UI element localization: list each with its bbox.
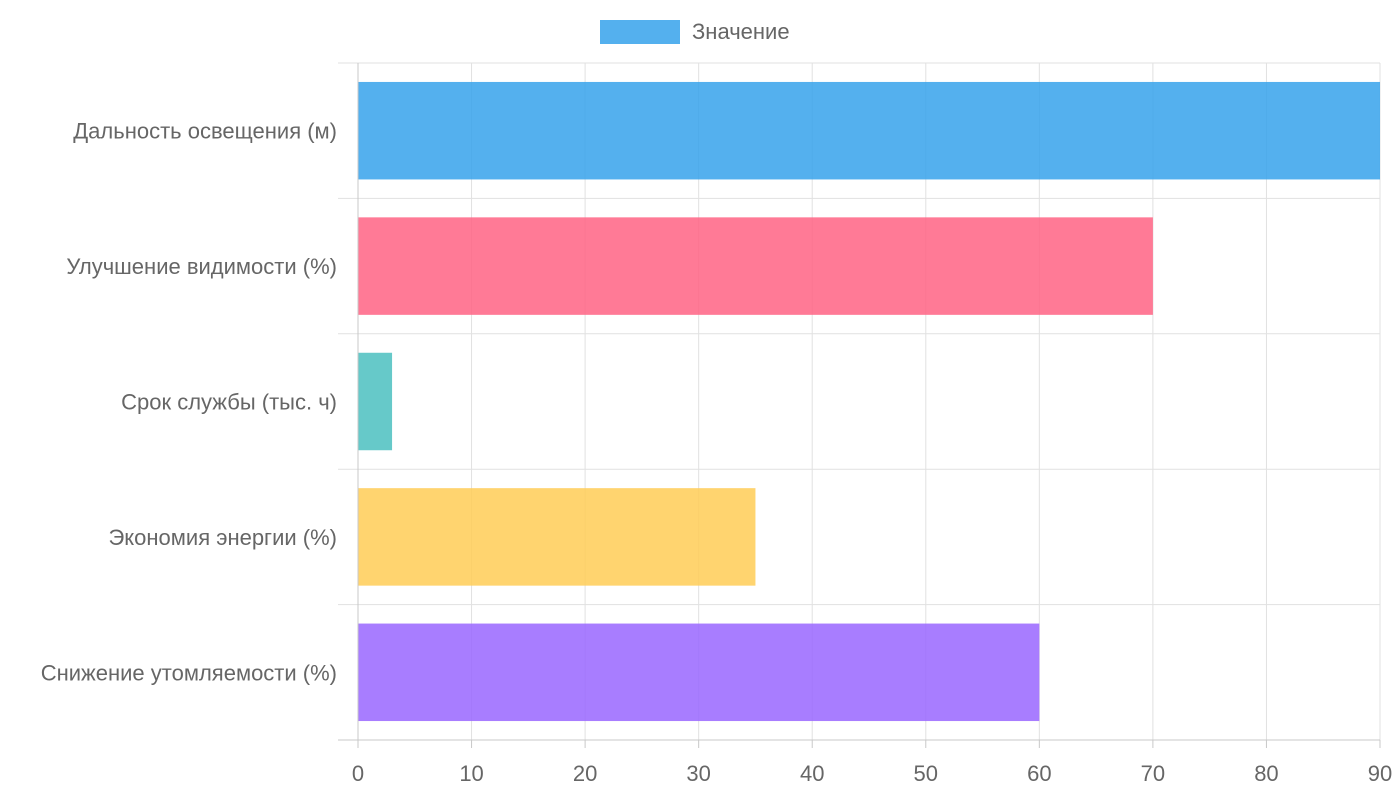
bar[interactable] [358,217,1153,315]
x-tick-label: 40 [800,761,824,786]
legend-label[interactable]: Значение [692,19,790,44]
bar[interactable] [358,488,756,586]
x-tick-label: 70 [1141,761,1165,786]
bar[interactable] [358,623,1040,722]
category-label: Дальность освещения (м) [73,119,337,144]
axis-layer: 0 10 20 30 40 50 60 70 80 90 Дальность освещения (… [41,63,1392,786]
x-tick-label: 10 [459,761,483,786]
category-label: Снижение утомляемости (%) [41,660,337,685]
x-tick-label: 80 [1254,761,1278,786]
bar[interactable] [358,81,1380,180]
category-label: Срок службы (тыс. ч) [121,390,337,415]
x-tick-label: 50 [914,761,938,786]
x-tick-label: 0 [352,761,364,786]
x-tick-label: 30 [686,761,710,786]
legend[interactable]: Значение [600,19,790,44]
bars-layer [358,81,1380,722]
category-label: Экономия энергии (%) [108,525,337,550]
x-tick-label: 90 [1368,761,1392,786]
x-tick-label: 60 [1027,761,1051,786]
bar[interactable] [358,352,393,451]
legend-swatch[interactable] [600,20,680,44]
category-label: Улучшение видимости (%) [66,254,337,279]
x-tick-label: 20 [573,761,597,786]
